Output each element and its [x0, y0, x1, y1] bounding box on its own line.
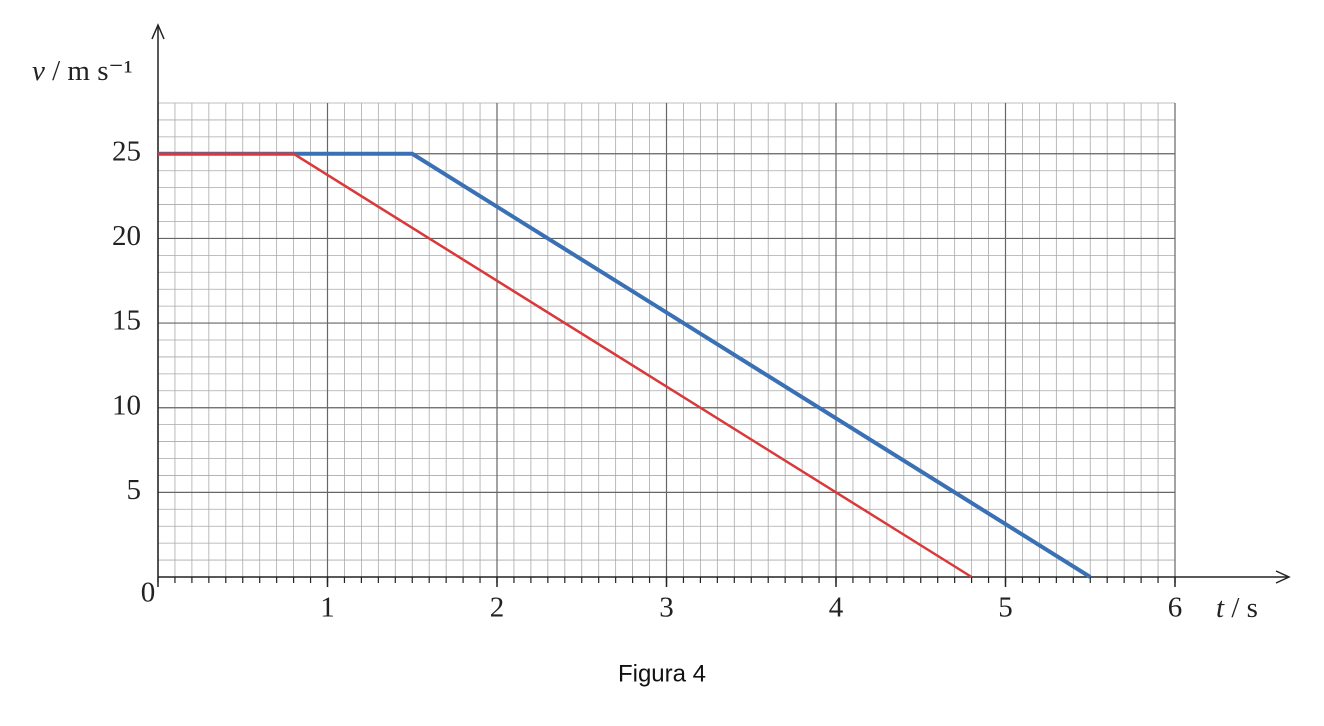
- grid: [157, 102, 1176, 578]
- x-tick-label: 4: [829, 592, 844, 624]
- x-tick-label: 5: [998, 592, 1013, 624]
- y-tick-label: 15: [112, 305, 141, 337]
- x-axis-arrow: [1275, 570, 1291, 584]
- caption: Figura 4: [618, 660, 706, 687]
- x-tick-label: 0: [141, 577, 156, 609]
- x-tick-label: 3: [659, 592, 674, 624]
- y-axis-label: v / m s⁻¹: [32, 55, 133, 87]
- y-tick-label: 20: [112, 220, 141, 252]
- x-tick-label: 1: [320, 592, 335, 624]
- y-axis-arrow: [151, 23, 165, 40]
- x-tick-label: 2: [490, 592, 505, 624]
- y-tick-label: 25: [112, 135, 141, 167]
- y-tick-label: 10: [112, 389, 141, 421]
- y-tick-label: 5: [127, 474, 142, 506]
- series-line: [158, 152, 973, 579]
- x-tick-label: 6: [1168, 592, 1183, 624]
- series-line: [158, 151, 1092, 579]
- x-axis-label: t / s: [1216, 592, 1258, 624]
